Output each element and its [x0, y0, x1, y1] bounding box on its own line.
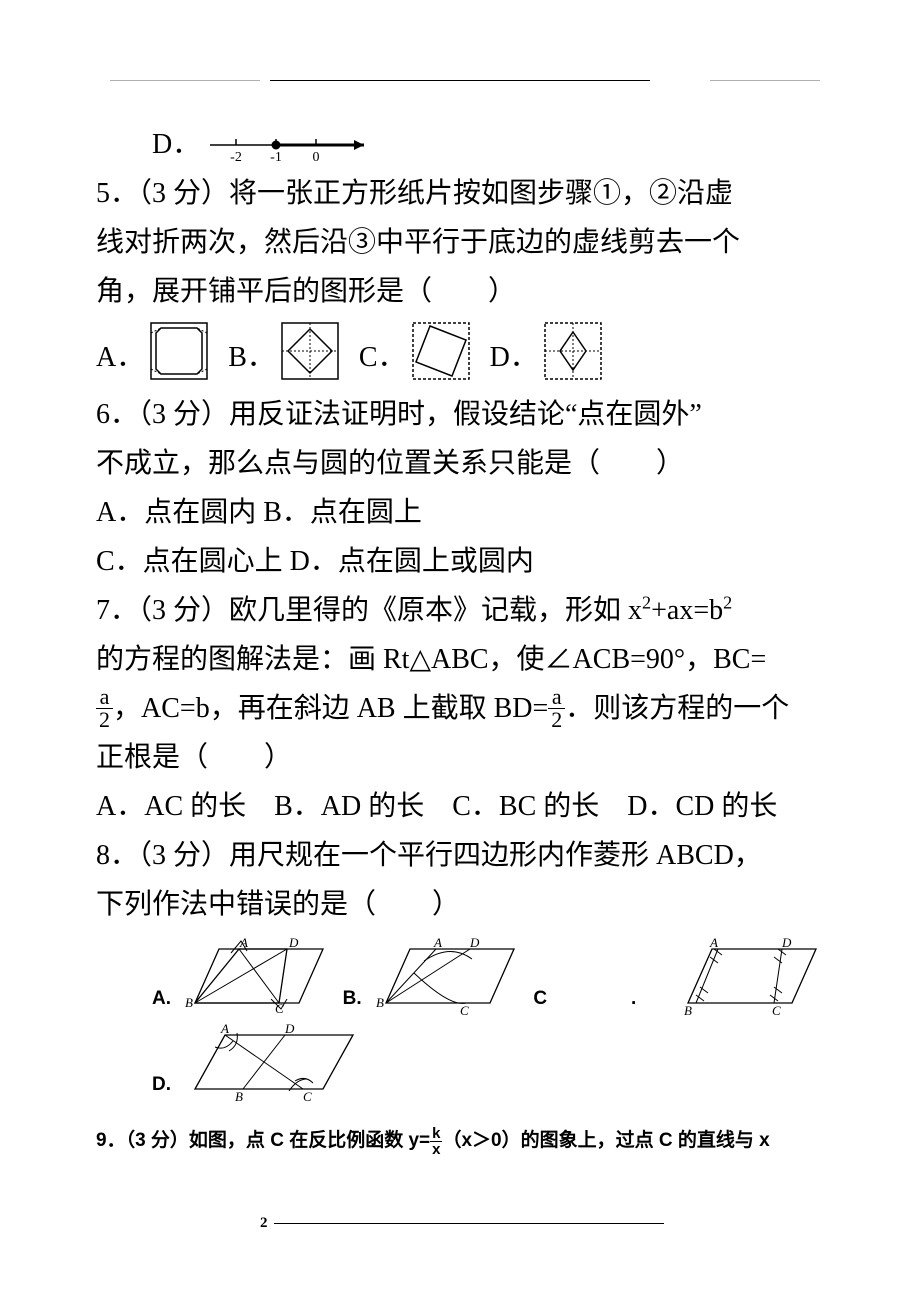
- number-line-icon: -2 -1 0: [206, 123, 376, 167]
- page-footer: 2: [260, 1215, 680, 1232]
- q5-opt-d-icon: [542, 320, 604, 382]
- q8-c-icon: A D B C: [678, 937, 824, 1015]
- q5-opt-b-label: B．: [228, 333, 275, 382]
- q8-b-label: B.: [343, 982, 362, 1015]
- q4-option-d: D． -2 -1 0: [152, 120, 376, 169]
- svg-text:B: B: [185, 995, 193, 1010]
- q8-d-icon: A D B C: [185, 1023, 365, 1101]
- svg-text:D: D: [284, 1023, 295, 1036]
- q8-row1: A. A D B C B. A D B C C .: [152, 937, 824, 1015]
- q9-frac: kx: [430, 1126, 442, 1157]
- page-number: 2: [260, 1215, 268, 1231]
- svg-text:A: A: [239, 937, 248, 950]
- q5-line3: 角，展开铺平后的图形是（ ）: [96, 267, 824, 316]
- svg-text:B: B: [376, 995, 384, 1010]
- top-border-right: [710, 80, 820, 81]
- q8-b-icon: A D B C: [376, 937, 522, 1015]
- q8-d-label: D.: [152, 1068, 171, 1101]
- q7-l1a: 7．（3 分）欧几里得的《原本》记载，形如 x: [96, 595, 642, 626]
- footer-rule: [274, 1223, 664, 1224]
- svg-text:A: A: [220, 1023, 229, 1036]
- q5-options: A． B． C．: [96, 320, 824, 382]
- svg-text:C: C: [460, 1003, 469, 1015]
- q5-opt-a-icon: [148, 320, 210, 382]
- q5-line2: 线对折两次，然后沿③中平行于底边的虚线剪去一个: [96, 218, 824, 267]
- page-content: D． -2 -1 0 5．（3 分）将一张正方形纸片按如图步骤①，②沿虚 线对折…: [96, 82, 824, 1159]
- svg-text:-2: -2: [230, 150, 242, 165]
- q5-opt-c-icon: [410, 320, 472, 382]
- q7-frac1: a2: [96, 686, 113, 731]
- q7-frac2: a2: [548, 686, 565, 731]
- q5-opt-c-label: C．: [359, 333, 406, 382]
- q7-line3: a2，AC=b，再在斜边 AB 上截取 BD=a2．则该方程的一个: [96, 684, 824, 733]
- q6-line3: A．点在圆内 B．点在圆上: [96, 488, 824, 537]
- q7-l1b: +ax=b: [651, 595, 723, 626]
- q5-opt-d-label: D．: [490, 333, 538, 382]
- q8-c-label: C: [533, 982, 547, 1015]
- q6-line4: C．点在圆心上 D．点在圆上或圆内: [96, 537, 824, 586]
- q6-line2: 不成立，那么点与圆的位置关系只能是（ ）: [96, 439, 824, 488]
- q7-line5: A．AC 的长 B．AD 的长 C．BC 的长 D．CD 的长: [96, 782, 824, 831]
- q7-line2: 的方程的图解法是：画 Rt△ABC，使∠ACB=90°，BC=: [96, 635, 824, 684]
- svg-text:-1: -1: [270, 150, 282, 165]
- q5-line1: 5．（3 分）将一张正方形纸片按如图步骤①，②沿虚: [96, 169, 824, 218]
- q8-c-dot: .: [631, 982, 636, 1015]
- q5-opt-a-label: A．: [96, 333, 144, 382]
- q5-opt-b-icon: [279, 320, 341, 382]
- svg-text:D: D: [781, 937, 792, 950]
- svg-text:D: D: [288, 937, 299, 950]
- option-d-label: D．: [152, 120, 200, 169]
- svg-text:C: C: [275, 1001, 284, 1015]
- top-border-left: [110, 80, 260, 81]
- q6-line1: 6．（3 分）用反证法证明时，假设结论“点在圆外”: [96, 390, 824, 439]
- q7-l3b: ．则该方程的一个: [565, 693, 789, 724]
- svg-text:C: C: [772, 1003, 781, 1015]
- q8-line2: 下列作法中错误的是（ ）: [96, 880, 824, 929]
- svg-text:D: D: [469, 937, 480, 950]
- q9-b: （x＞0）的图象上，过点 C 的直线与 x: [442, 1130, 769, 1151]
- top-border-center: [270, 80, 650, 81]
- q7-l3a: ，AC=b，再在斜边 AB 上截取 BD=: [113, 693, 548, 724]
- q9-line1: 9．（3 分）如图，点 C 在反比例函数 y=kx（x＞0）的图象上，过点 C …: [96, 1123, 824, 1159]
- svg-text:0: 0: [313, 150, 320, 165]
- q8-line1: 8．（3 分）用尺规在一个平行四边形内作菱形 ABCD，: [96, 831, 824, 880]
- q9-a: 9．（3 分）如图，点 C 在反比例函数 y=: [96, 1130, 430, 1151]
- q8-a-icon: A D B C: [185, 937, 331, 1015]
- svg-text:C: C: [303, 1089, 312, 1101]
- q7-line4: 正根是（ ）: [96, 733, 824, 782]
- q8-row2: D. A D B C: [152, 1023, 824, 1101]
- top-page-border: [110, 80, 820, 81]
- svg-text:B: B: [235, 1089, 243, 1101]
- q8-a-label: A.: [152, 982, 171, 1015]
- svg-text:B: B: [684, 1003, 692, 1015]
- svg-text:A: A: [709, 937, 718, 950]
- q7-line1: 7．（3 分）欧几里得的《原本》记载，形如 x2+ax=b2: [96, 586, 824, 635]
- svg-text:A: A: [433, 937, 442, 950]
